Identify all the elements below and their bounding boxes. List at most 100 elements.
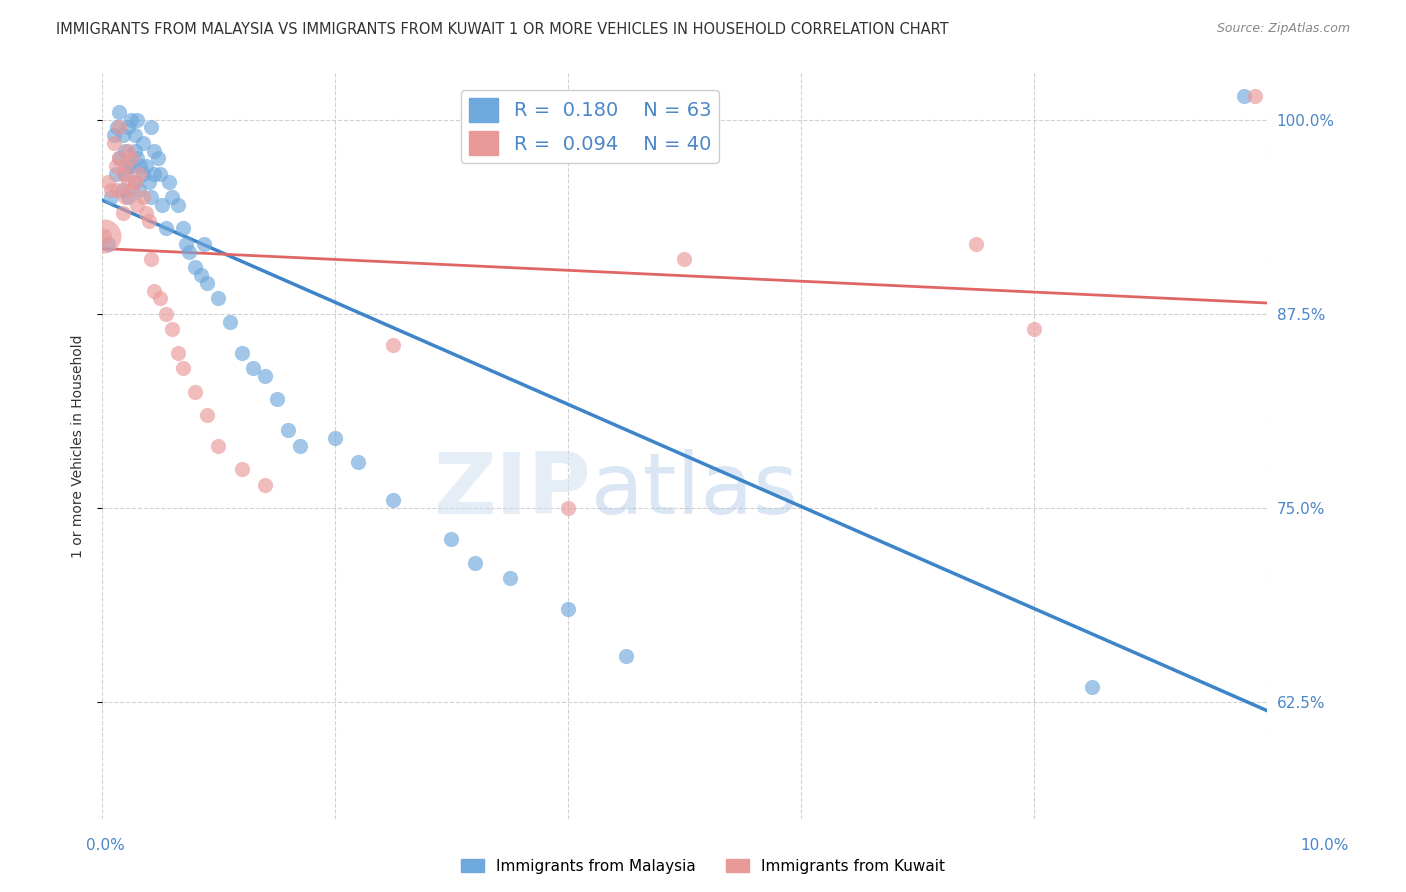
Point xyxy=(266,392,288,407)
Point xyxy=(103,136,125,150)
Point xyxy=(120,182,142,196)
Point xyxy=(125,198,148,212)
Point xyxy=(135,206,157,220)
Point xyxy=(155,221,177,235)
Text: atlas: atlas xyxy=(592,450,799,533)
Point xyxy=(138,213,160,227)
Point xyxy=(100,182,122,196)
Point xyxy=(160,190,183,204)
Point xyxy=(117,190,139,204)
Point xyxy=(100,190,122,204)
Point xyxy=(124,175,146,189)
Point xyxy=(143,284,166,298)
Text: 0.0%: 0.0% xyxy=(86,838,125,853)
Legend: R =  0.180    N = 63, R =  0.094    N = 40: R = 0.180 N = 63, R = 0.094 N = 40 xyxy=(461,90,718,163)
Point xyxy=(288,439,311,453)
Point xyxy=(219,315,242,329)
Point xyxy=(277,424,299,438)
Point xyxy=(108,104,131,119)
Point xyxy=(193,236,215,251)
Point xyxy=(464,556,486,570)
Point xyxy=(195,408,218,422)
Point xyxy=(382,338,405,352)
Point xyxy=(97,175,120,189)
Text: ZIP: ZIP xyxy=(433,450,592,533)
Point xyxy=(172,221,194,235)
Point xyxy=(108,120,131,135)
Point xyxy=(117,120,139,135)
Text: IMMIGRANTS FROM MALAYSIA VS IMMIGRANTS FROM KUWAIT 1 OR MORE VEHICLES IN HOUSEHO: IMMIGRANTS FROM MALAYSIA VS IMMIGRANTS F… xyxy=(56,22,949,37)
Point xyxy=(231,462,253,476)
Point xyxy=(125,152,148,166)
Point xyxy=(117,175,139,189)
Point xyxy=(117,159,139,173)
Point xyxy=(104,167,127,181)
Point xyxy=(673,252,696,267)
Point xyxy=(155,307,177,321)
Point xyxy=(131,190,153,204)
Point xyxy=(128,167,150,181)
Point xyxy=(195,276,218,290)
Point xyxy=(111,128,134,143)
Point xyxy=(253,478,276,492)
Point xyxy=(159,175,181,189)
Point xyxy=(120,152,142,166)
Point xyxy=(105,182,128,196)
Point xyxy=(129,159,152,173)
Text: 10.0%: 10.0% xyxy=(1301,838,1348,853)
Point xyxy=(174,236,197,251)
Point xyxy=(1233,89,1256,103)
Point xyxy=(149,167,172,181)
Y-axis label: 1 or more Vehicles in Household: 1 or more Vehicles in Household xyxy=(72,334,86,558)
Point xyxy=(190,268,212,282)
Point xyxy=(323,431,346,445)
Point xyxy=(166,345,188,359)
Point xyxy=(614,648,637,663)
Point xyxy=(146,152,169,166)
Point xyxy=(135,159,157,173)
Text: Source: ZipAtlas.com: Source: ZipAtlas.com xyxy=(1216,22,1350,36)
Point xyxy=(1244,89,1267,103)
Point xyxy=(128,182,150,196)
Point xyxy=(184,260,207,275)
Point xyxy=(440,533,463,547)
Point xyxy=(965,236,987,251)
Point xyxy=(207,439,229,453)
Point xyxy=(117,144,139,158)
Point xyxy=(557,501,579,516)
Point xyxy=(114,190,136,204)
Point xyxy=(131,136,153,150)
Point xyxy=(139,120,162,135)
Point xyxy=(166,198,188,212)
Point xyxy=(557,602,579,616)
Point xyxy=(231,345,253,359)
Point xyxy=(103,128,125,143)
Point xyxy=(124,144,146,158)
Point xyxy=(114,144,136,158)
Point xyxy=(124,175,146,189)
Point xyxy=(105,120,128,135)
Legend: Immigrants from Malaysia, Immigrants from Kuwait: Immigrants from Malaysia, Immigrants fro… xyxy=(454,853,952,880)
Point xyxy=(242,361,264,376)
Point xyxy=(1081,680,1104,694)
Point xyxy=(207,291,229,305)
Point xyxy=(139,190,162,204)
Point xyxy=(111,182,134,196)
Point xyxy=(139,252,162,267)
Point xyxy=(160,322,183,336)
Point xyxy=(111,206,134,220)
Point xyxy=(152,198,174,212)
Point xyxy=(97,236,120,251)
Point xyxy=(131,167,153,181)
Point xyxy=(120,112,142,127)
Point xyxy=(93,229,115,244)
Point xyxy=(172,361,194,376)
Point xyxy=(253,369,276,384)
Point xyxy=(125,112,148,127)
Point xyxy=(114,167,136,181)
Point xyxy=(114,159,136,173)
Point xyxy=(184,384,207,399)
Point xyxy=(143,167,166,181)
Point xyxy=(347,454,370,468)
Point xyxy=(108,152,131,166)
